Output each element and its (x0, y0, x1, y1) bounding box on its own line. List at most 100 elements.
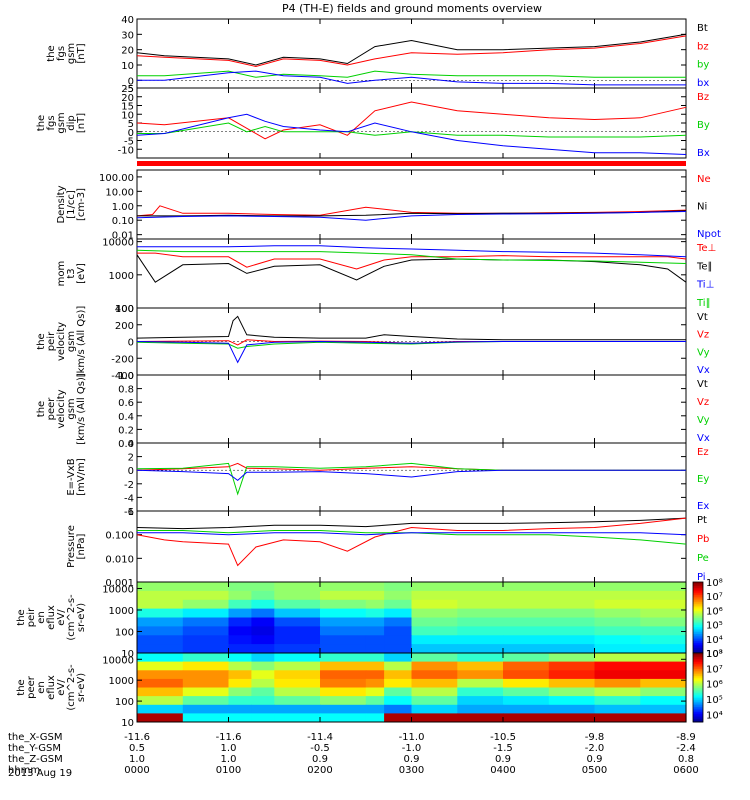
heatmap-cell (503, 590, 550, 601)
y-tick-label: 200 (115, 321, 134, 332)
heatmap-cell (320, 635, 367, 645)
y-axis-label: the (16, 679, 27, 695)
heatmap-cell (384, 626, 412, 636)
legend-vx: Vx (697, 433, 710, 444)
colorbar-segment (693, 612, 703, 615)
panel-p8: 1 0.100 0.010 0.001 Pressure [nPa] Pt Pb Pe Pi (66, 507, 709, 589)
heatmap-cell (274, 608, 321, 618)
heatmap-cell (182, 644, 230, 654)
heatmap-cell (640, 635, 687, 645)
legend-te: Te⊥ (696, 243, 716, 254)
heatmap-cell (228, 653, 252, 663)
colorbar-segment (693, 589, 703, 592)
legend-vy: Vy (697, 415, 710, 426)
heatmap-cell (137, 678, 184, 688)
heatmap-cell (503, 599, 550, 610)
colorbar-segment (693, 608, 703, 611)
heatmap-cell (594, 696, 641, 706)
y-tick-label: 25 (121, 84, 134, 95)
heatmap-cell (251, 678, 275, 688)
series-line-ey (136, 462, 686, 496)
y-axis-label: [nPa] (76, 533, 87, 559)
heatmap-cell (457, 599, 504, 610)
heatmap-cell (503, 626, 550, 636)
legend-ex: Ex (697, 501, 709, 512)
x-tick-label: -2.4 (676, 743, 696, 754)
legend-ti: Ti∥ (696, 298, 711, 309)
y-tick-label: -400 (111, 371, 134, 382)
heatmap-cell (320, 599, 367, 610)
heatmap-cell (365, 696, 385, 706)
heatmap-cell (411, 713, 458, 723)
heatmap-cell (411, 599, 458, 610)
y-tick-label: 1000 (109, 676, 134, 687)
y-tick-label: 0.4 (118, 412, 134, 423)
heatmap-cell (384, 644, 412, 654)
heatmap-cell (365, 626, 385, 636)
colorbar-segment (693, 675, 703, 678)
heatmap-cell (320, 704, 367, 714)
x-tick-label: -9.8 (585, 732, 605, 743)
flag-bar (137, 161, 686, 166)
heatmap-cell (457, 713, 504, 723)
heatmap-cell (548, 713, 596, 723)
colorbar-segment (693, 672, 703, 675)
heatmap-cell (274, 678, 321, 688)
heatmap-cell (320, 713, 367, 723)
y-tick-label: -6 (124, 507, 134, 518)
heatmap-cell (274, 661, 321, 671)
heatmap-cell (228, 644, 252, 654)
heatmap-cell (457, 608, 504, 618)
panel-p4: 10000 1000 100 mom t3 [eV] Te⊥ Te∥ Ti⊥ Ti∥ (56, 238, 716, 315)
heatmap-cell (457, 704, 504, 714)
series-line-vx (136, 340, 686, 364)
x-tick-label: 0.9 (404, 754, 420, 765)
y-axis-label: [nT] (76, 113, 87, 133)
colorbar-segment (693, 599, 703, 603)
y-axis-label: t3 (66, 268, 77, 278)
y-axis-label: (cm^2-s- (66, 594, 77, 641)
heatmap-cell (384, 704, 412, 714)
colorbar-segment (693, 706, 703, 709)
y-tick-label: 10000 (102, 238, 134, 249)
heatmap-cell (251, 626, 275, 636)
heatmap-cell (640, 661, 687, 671)
legend-bx: Bx (697, 148, 710, 159)
x-tick-label: -11.6 (124, 732, 150, 743)
heatmap-cell (251, 653, 275, 663)
panel-frame (136, 374, 687, 444)
x-tick-label: 0.9 (312, 754, 328, 765)
y-tick-label: 20 (121, 46, 134, 57)
colorbar-segment (693, 601, 703, 604)
colorbar-segment (693, 594, 703, 597)
heatmap-cell (457, 678, 504, 688)
heatmap-cell (182, 678, 230, 688)
colorbar-segment (693, 694, 703, 697)
heatmap-cell (503, 670, 550, 680)
x-tick-label: -1.0 (402, 743, 422, 754)
heatmap-cell (228, 626, 252, 636)
panel-p7: 4 2 0 -2 -4 -6 E=-VxB [mV/m] Ez Ey Ex (66, 439, 709, 518)
colorbar-segment (693, 640, 703, 643)
heatmap-cell (365, 590, 385, 601)
colorbar-segment (693, 610, 703, 613)
legend-vt: Vt (697, 379, 708, 390)
colorbar-segment (693, 665, 703, 668)
heatmap-cell (251, 590, 275, 601)
heatmap-cell (365, 644, 385, 654)
heatmap-cell (503, 582, 550, 592)
heatmap-cell (274, 582, 321, 592)
y-axis-label: Pressure (66, 525, 77, 568)
heatmap-cell (503, 678, 550, 688)
heatmap-cell (251, 670, 275, 680)
colorbar-segment (693, 716, 703, 719)
y-axis-label: [1/cc] (66, 190, 77, 219)
y-tick-label: 10 (121, 649, 134, 660)
heatmap-cell (365, 704, 385, 714)
y-axis-label: [mV/m] (76, 458, 87, 496)
heatmap-cell (320, 626, 367, 636)
figure-title: P4 (TH-E) fields and ground moments over… (282, 2, 542, 15)
y-tick-label: -200 (111, 354, 134, 365)
